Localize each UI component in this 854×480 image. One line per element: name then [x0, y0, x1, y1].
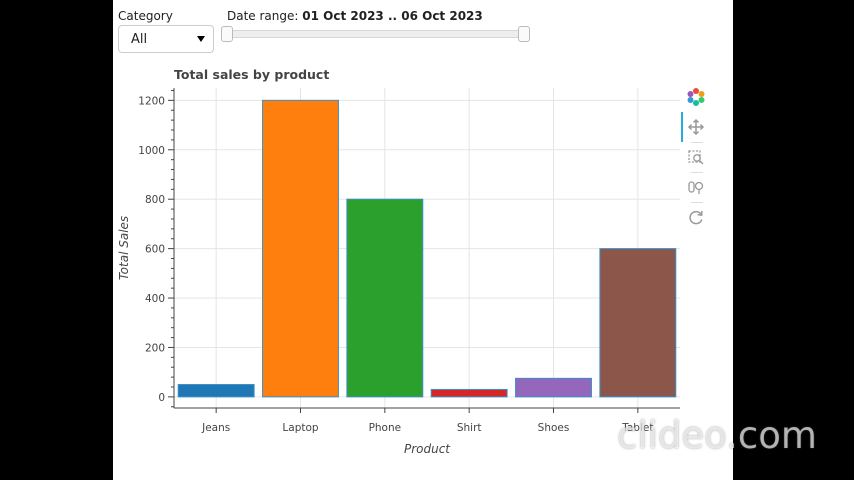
x-tick-label: Shirt [457, 422, 482, 434]
active-tool-indicator [681, 112, 683, 142]
y-tick-label: 1200 [138, 95, 165, 107]
y-tick-label: 200 [145, 342, 165, 354]
category-label: Category [118, 9, 173, 23]
bar-jeans [177, 384, 255, 398]
sales-bar-chart: Total sales by product 0 200 400 600 800 1000 1… [117, 67, 680, 456]
bar-shoes [515, 377, 592, 398]
y-tick-label: 600 [145, 244, 165, 256]
date-slider-start-handle[interactable] [221, 26, 233, 42]
reset-icon[interactable] [685, 206, 707, 228]
date-range-label: Date range: 01 Oct 2023 .. 06 Oct 2023 [227, 9, 483, 23]
chart-title: Total sales by product [174, 67, 329, 82]
bar-shirt [430, 388, 508, 398]
date-range-value: 01 Oct 2023 .. 06 Oct 2023 [302, 9, 483, 23]
dashboard-panel: Category All Date range: 01 Oct 2023 .. … [113, 0, 733, 480]
x-tick-label: Shoes [538, 422, 570, 434]
date-range-slider[interactable] [228, 30, 526, 38]
category-select[interactable]: All [118, 25, 214, 53]
x-tick-label: Laptop [282, 422, 318, 434]
x-tick-label: Jeans [201, 422, 230, 434]
bar-laptop [262, 99, 339, 398]
y-tick-label: 1000 [138, 145, 165, 157]
wheel-zoom-icon[interactable] [685, 176, 707, 198]
category-selected-value: All [131, 32, 148, 47]
chevron-down-icon [197, 36, 205, 42]
x-axis-label: Product [404, 442, 451, 456]
bar-tablet [599, 248, 677, 398]
y-tick-label: 0 [158, 392, 165, 404]
bar-phone [346, 198, 424, 398]
date-slider-end-handle[interactable] [518, 26, 530, 42]
toolbar-divider [691, 172, 703, 173]
pan-icon[interactable] [685, 116, 707, 138]
x-tick-label: Phone [369, 422, 402, 434]
bokeh-logo-icon[interactable] [685, 86, 707, 108]
x-tick-label: Tablet [621, 422, 653, 434]
y-tick-label: 400 [145, 293, 165, 305]
y-tick-label: 800 [145, 194, 165, 206]
date-range-title: Date range: [227, 9, 299, 23]
toolbar-divider [691, 202, 703, 203]
toolbar-divider [691, 142, 703, 143]
y-axis-label: Total Sales [117, 216, 131, 280]
box-zoom-icon[interactable] [685, 146, 707, 168]
